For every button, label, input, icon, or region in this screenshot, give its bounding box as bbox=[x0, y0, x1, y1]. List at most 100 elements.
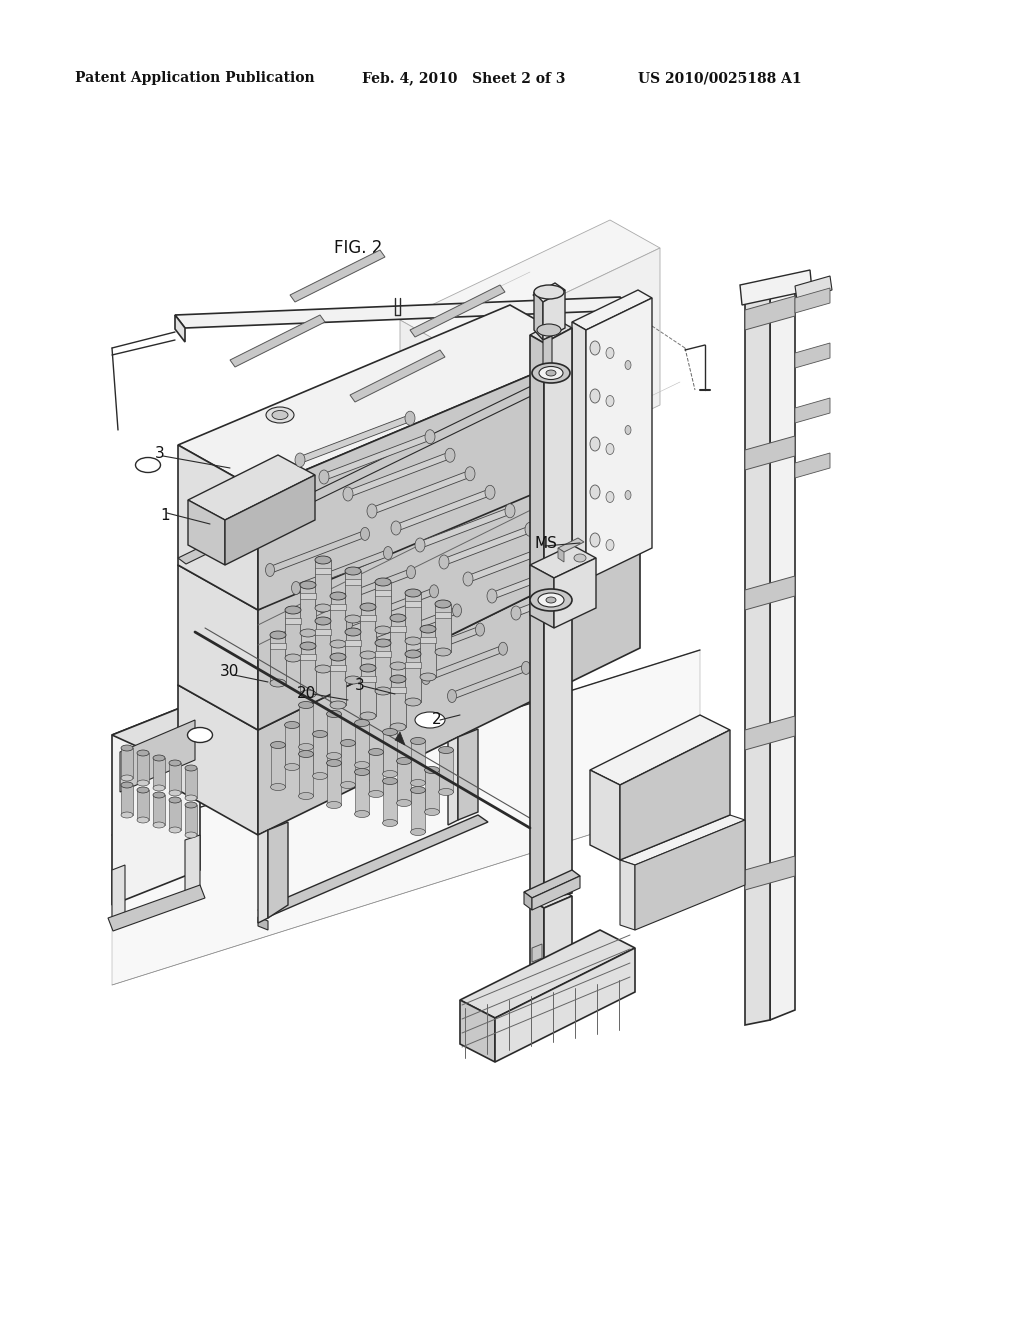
Ellipse shape bbox=[438, 788, 454, 796]
Polygon shape bbox=[411, 741, 425, 783]
Ellipse shape bbox=[530, 589, 572, 611]
Ellipse shape bbox=[435, 648, 451, 656]
Polygon shape bbox=[330, 665, 346, 671]
Ellipse shape bbox=[390, 614, 406, 622]
Polygon shape bbox=[178, 565, 258, 730]
Polygon shape bbox=[435, 612, 451, 618]
Polygon shape bbox=[345, 579, 361, 585]
Ellipse shape bbox=[169, 789, 181, 796]
Ellipse shape bbox=[360, 664, 376, 672]
Polygon shape bbox=[258, 830, 268, 923]
Polygon shape bbox=[330, 605, 346, 610]
Ellipse shape bbox=[590, 389, 600, 403]
Polygon shape bbox=[318, 570, 415, 609]
Polygon shape bbox=[285, 618, 301, 624]
Ellipse shape bbox=[345, 568, 361, 576]
Text: 3: 3 bbox=[355, 677, 365, 693]
Ellipse shape bbox=[390, 723, 406, 731]
Ellipse shape bbox=[270, 784, 286, 791]
Polygon shape bbox=[375, 651, 391, 657]
Polygon shape bbox=[299, 754, 313, 796]
Ellipse shape bbox=[625, 491, 631, 499]
Ellipse shape bbox=[511, 606, 521, 620]
Ellipse shape bbox=[330, 591, 346, 601]
Polygon shape bbox=[745, 294, 770, 1026]
Ellipse shape bbox=[345, 676, 361, 684]
Polygon shape bbox=[230, 315, 325, 367]
Ellipse shape bbox=[121, 781, 133, 788]
Ellipse shape bbox=[370, 635, 379, 648]
Polygon shape bbox=[153, 758, 165, 788]
Ellipse shape bbox=[415, 711, 445, 729]
Ellipse shape bbox=[330, 653, 346, 661]
Ellipse shape bbox=[345, 628, 361, 636]
Ellipse shape bbox=[121, 775, 133, 781]
Ellipse shape bbox=[590, 533, 600, 546]
Polygon shape bbox=[530, 900, 544, 1010]
Polygon shape bbox=[270, 635, 286, 682]
Polygon shape bbox=[396, 627, 484, 663]
Ellipse shape bbox=[285, 763, 299, 771]
Ellipse shape bbox=[396, 800, 412, 807]
Polygon shape bbox=[524, 870, 580, 898]
Ellipse shape bbox=[538, 593, 564, 607]
Ellipse shape bbox=[447, 689, 457, 702]
Polygon shape bbox=[315, 560, 331, 609]
Ellipse shape bbox=[153, 785, 165, 791]
Ellipse shape bbox=[625, 425, 631, 434]
Ellipse shape bbox=[121, 744, 133, 751]
Polygon shape bbox=[395, 733, 406, 744]
Ellipse shape bbox=[375, 578, 391, 586]
Polygon shape bbox=[495, 948, 635, 1063]
Ellipse shape bbox=[369, 791, 384, 797]
Ellipse shape bbox=[537, 323, 561, 337]
Ellipse shape bbox=[300, 581, 316, 589]
Polygon shape bbox=[292, 550, 392, 590]
Polygon shape bbox=[355, 772, 369, 814]
Polygon shape bbox=[390, 626, 406, 632]
Polygon shape bbox=[345, 572, 361, 619]
Ellipse shape bbox=[265, 564, 274, 577]
Ellipse shape bbox=[153, 822, 165, 828]
Polygon shape bbox=[121, 785, 133, 814]
Polygon shape bbox=[439, 750, 453, 792]
Ellipse shape bbox=[539, 367, 563, 380]
Ellipse shape bbox=[453, 605, 462, 616]
Ellipse shape bbox=[406, 589, 421, 597]
Ellipse shape bbox=[606, 491, 614, 503]
Polygon shape bbox=[375, 590, 391, 597]
Ellipse shape bbox=[420, 624, 436, 634]
Polygon shape bbox=[178, 445, 258, 610]
Ellipse shape bbox=[360, 711, 376, 719]
Ellipse shape bbox=[565, 560, 575, 573]
Polygon shape bbox=[300, 645, 316, 694]
Polygon shape bbox=[530, 565, 554, 628]
Polygon shape bbox=[345, 632, 361, 680]
Ellipse shape bbox=[534, 285, 564, 300]
Polygon shape bbox=[258, 543, 640, 836]
Ellipse shape bbox=[327, 759, 341, 767]
Ellipse shape bbox=[185, 766, 197, 771]
Text: MS: MS bbox=[535, 536, 558, 550]
Ellipse shape bbox=[354, 768, 370, 776]
Polygon shape bbox=[770, 285, 795, 1020]
Ellipse shape bbox=[343, 487, 353, 502]
Ellipse shape bbox=[390, 663, 406, 671]
Ellipse shape bbox=[360, 528, 370, 540]
Ellipse shape bbox=[315, 616, 331, 624]
Polygon shape bbox=[390, 686, 406, 693]
Polygon shape bbox=[370, 609, 461, 644]
Polygon shape bbox=[169, 763, 181, 793]
Ellipse shape bbox=[429, 585, 438, 598]
Polygon shape bbox=[225, 475, 315, 565]
Polygon shape bbox=[121, 748, 133, 777]
Polygon shape bbox=[745, 576, 795, 610]
Polygon shape bbox=[530, 888, 572, 908]
Polygon shape bbox=[745, 855, 795, 890]
Polygon shape bbox=[112, 649, 700, 985]
Ellipse shape bbox=[545, 541, 555, 554]
Ellipse shape bbox=[327, 752, 341, 759]
Polygon shape bbox=[266, 532, 369, 572]
Ellipse shape bbox=[315, 556, 331, 564]
Text: FIG. 2: FIG. 2 bbox=[334, 239, 382, 257]
